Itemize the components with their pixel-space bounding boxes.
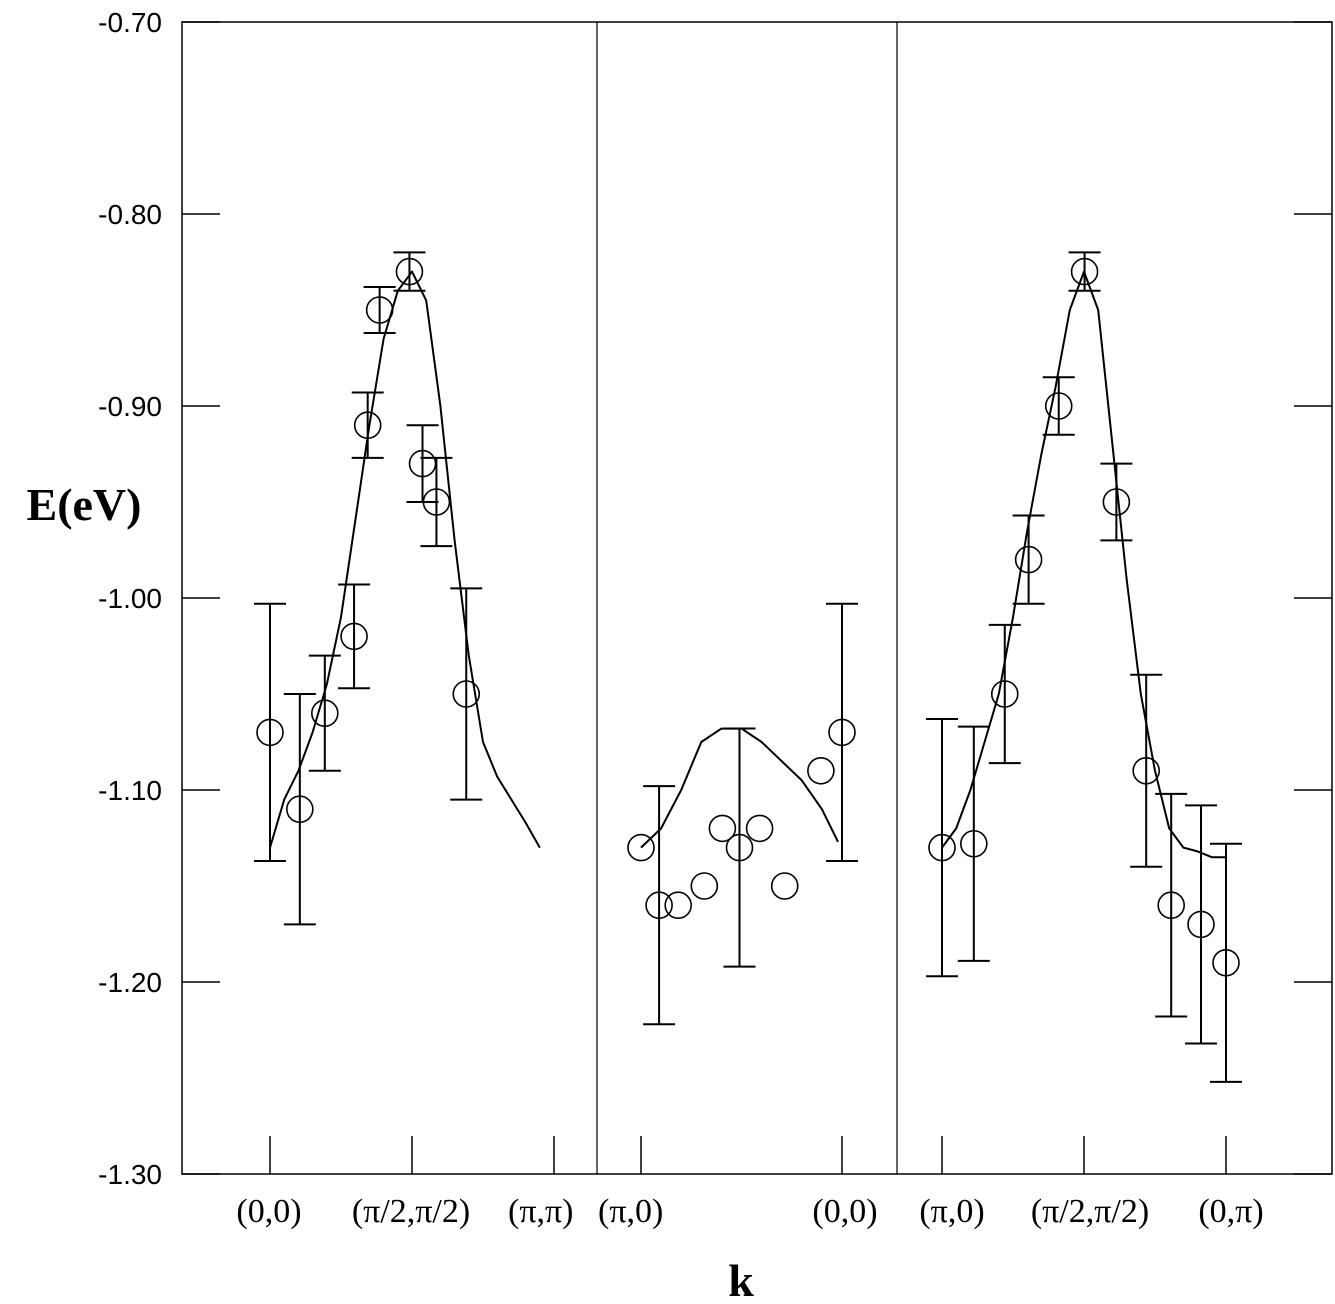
data-point: [422, 488, 451, 516]
data-point: [725, 833, 754, 862]
data-point: [365, 296, 394, 324]
y-tick-label: -1.00: [98, 583, 162, 614]
data-point: [928, 833, 956, 862]
x-tick-label: (0,0): [812, 1193, 877, 1230]
data-point: [990, 680, 1019, 708]
data-point: [1132, 756, 1160, 785]
data-point: [828, 718, 856, 747]
data-point: [1102, 488, 1131, 516]
x-tick-label: (0,0): [236, 1193, 301, 1230]
data-point: [690, 872, 719, 900]
x-tick-label: (0,π): [1198, 1193, 1263, 1230]
data-point: [960, 829, 988, 858]
x-axis: (0,0) (π/2,π/2) (π,π) (π,0) (0,0) (π,0) (π/2,π…: [236, 1136, 1264, 1230]
theory-curve: [941, 270, 1226, 859]
data-point: [340, 622, 368, 651]
theory-curves: [269, 270, 1226, 859]
data-point: [353, 411, 382, 440]
x-tick-label: (π/2,π/2): [1031, 1193, 1149, 1230]
y-tick-label: -1.20: [98, 967, 162, 998]
panel-separators: [596, 22, 898, 1174]
x-tick-label: (π,π): [508, 1193, 573, 1230]
data-point: [708, 814, 737, 843]
data-point: [1070, 257, 1099, 286]
theory-curve: [269, 270, 541, 849]
data-point: [256, 718, 284, 747]
data-point: [807, 756, 835, 785]
data-point: [286, 795, 314, 824]
y-tick-label: -0.90: [98, 391, 162, 422]
data-points: [256, 257, 1240, 977]
data-point: [395, 257, 424, 286]
data-point: [1212, 948, 1240, 977]
data-point: [645, 891, 673, 920]
data-point: [408, 449, 437, 478]
data-point: [311, 699, 339, 728]
data-point: [1187, 910, 1215, 939]
error-bars: [254, 251, 1242, 1083]
x-axis-title: k: [728, 1255, 754, 1304]
data-point: [627, 833, 655, 862]
x-tick-label: (π,0): [598, 1193, 663, 1230]
y-axis: -0.70 -0.80 -0.90 -1.00 -1.10 -1.20 -1.30: [98, 7, 1332, 1190]
x-tick-label: (π,0): [919, 1193, 984, 1230]
data-point: [1044, 392, 1073, 420]
y-axis-title: E(eV): [27, 479, 142, 530]
data-point: [1157, 891, 1185, 920]
data-point: [1014, 545, 1043, 574]
y-tick-label: -1.30: [98, 1159, 162, 1190]
data-point: [664, 891, 692, 920]
y-tick-label: -0.70: [98, 7, 162, 38]
data-point: [452, 680, 481, 708]
x-tick-label: (π/2,π/2): [352, 1193, 470, 1230]
y-tick-label: -1.10: [98, 775, 162, 806]
data-point: [745, 814, 774, 843]
data-point: [770, 872, 799, 900]
y-tick-label: -0.80: [98, 199, 162, 230]
